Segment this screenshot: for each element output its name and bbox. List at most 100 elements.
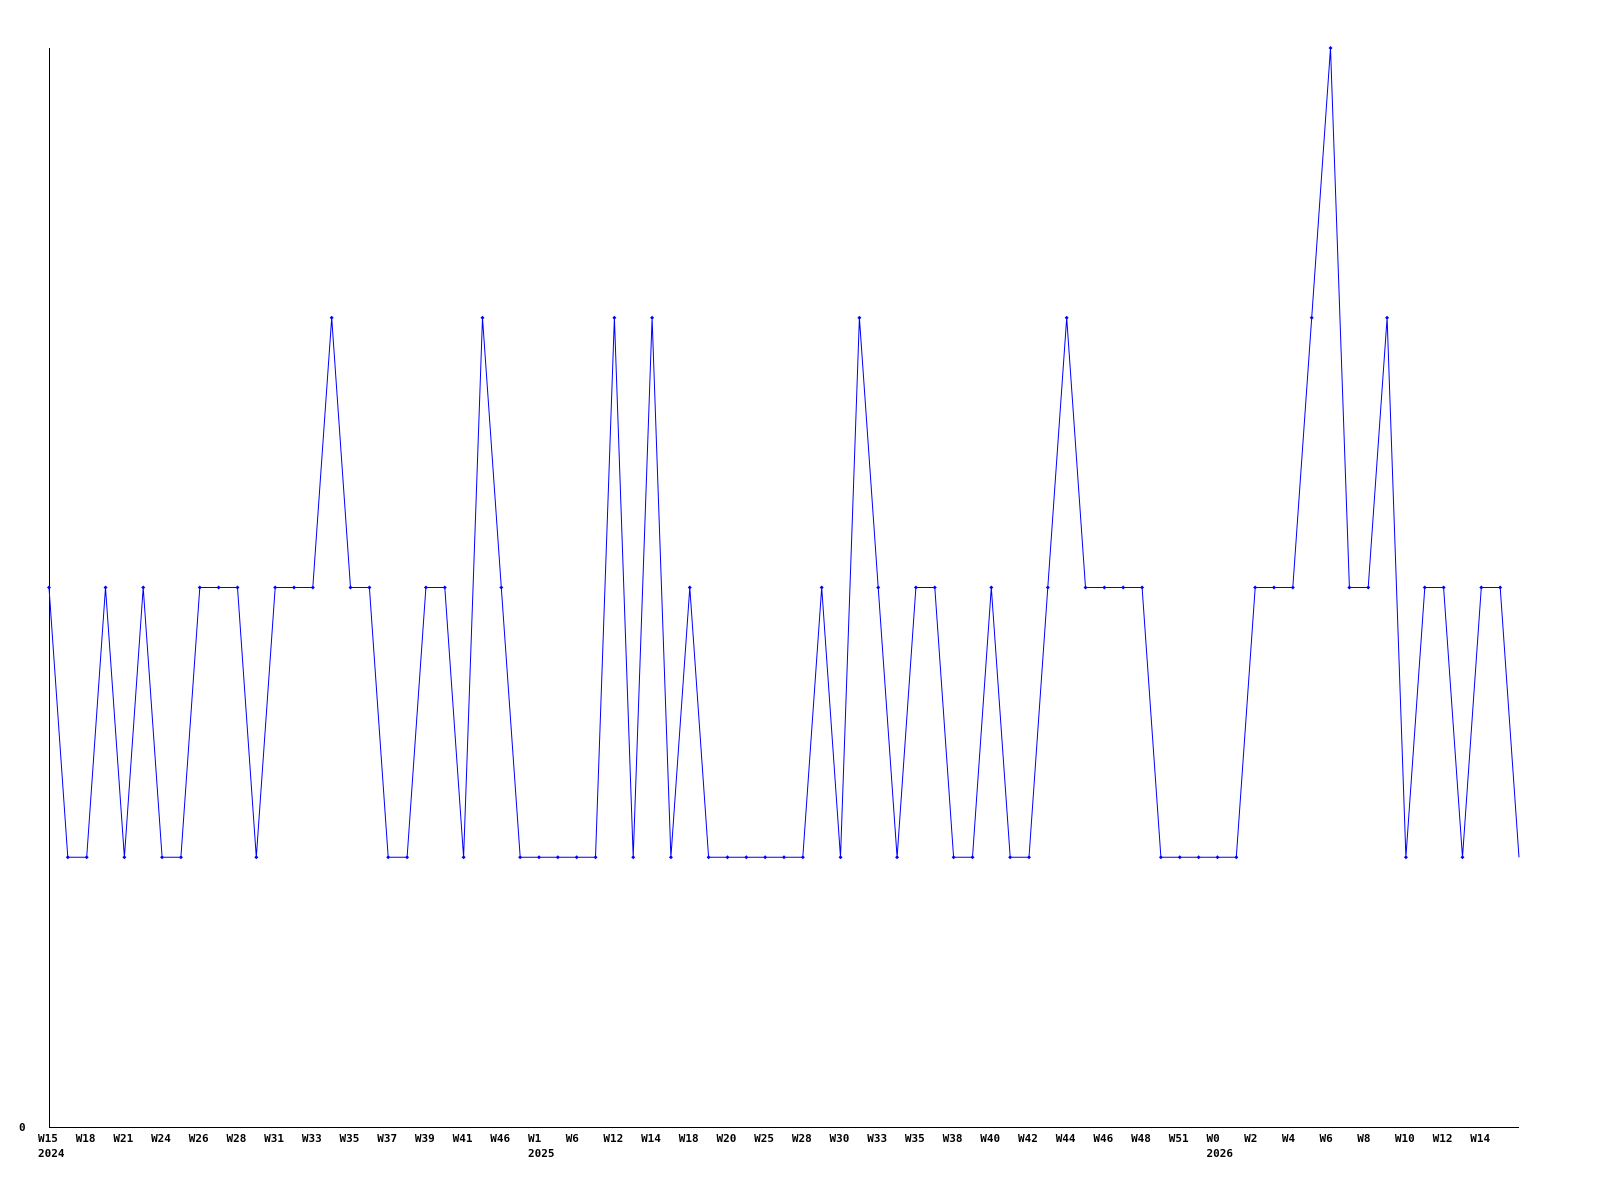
x-tick-label: W35: [340, 1132, 360, 1145]
data-point: [348, 585, 353, 590]
x-tick-label: W35: [905, 1132, 925, 1145]
data-point: [1045, 585, 1050, 590]
data-point: [1121, 585, 1126, 590]
data-point: [310, 585, 315, 590]
x-tick-label: W2: [1244, 1132, 1257, 1145]
data-point: [876, 585, 881, 590]
x-tick-label: W46: [490, 1132, 510, 1145]
data-point: [1215, 855, 1220, 860]
data-point: [122, 855, 127, 860]
data-point: [838, 855, 843, 860]
data-point: [932, 585, 937, 590]
data-point: [178, 855, 183, 860]
x-tick-label: W51: [1169, 1132, 1189, 1145]
data-point: [84, 855, 89, 860]
x-tick-label: W46: [1093, 1132, 1113, 1145]
data-point: [631, 855, 636, 860]
data-point: [103, 585, 108, 590]
x-tick-label: W18: [679, 1132, 699, 1145]
x-tick-label: W24: [151, 1132, 171, 1145]
data-point: [292, 585, 296, 590]
data-point: [1234, 855, 1239, 860]
x-tick-label: W15: [38, 1132, 58, 1145]
x-year-label: 2025: [528, 1147, 555, 1160]
data-point: [555, 855, 560, 860]
data-point: [405, 855, 410, 860]
data-point: [593, 855, 598, 860]
series-line: [48, 47, 1520, 858]
x-tick-label: W38: [943, 1132, 963, 1145]
data-point: [1385, 315, 1390, 320]
data-point: [970, 855, 975, 860]
data-point: [895, 855, 900, 860]
data-point: [1328, 46, 1333, 50]
data-point: [1272, 585, 1276, 590]
x-tick-label: W20: [716, 1132, 736, 1145]
data-point: [951, 855, 956, 860]
data-point: [763, 855, 768, 860]
data-point: [1290, 585, 1295, 590]
data-point: [386, 855, 391, 860]
data-point: [1347, 585, 1352, 590]
x-tick-label: W28: [792, 1132, 812, 1145]
data-point: [857, 315, 862, 320]
data-point: [782, 855, 786, 860]
data-point: [574, 855, 579, 860]
data-point: [537, 855, 541, 860]
data-point: [160, 855, 165, 860]
data-point: [1064, 315, 1069, 320]
data-point: [518, 855, 523, 860]
x-tick-label: W37: [377, 1132, 397, 1145]
data-point: [744, 855, 749, 860]
data-point: [1140, 585, 1145, 590]
data-point: [1366, 585, 1371, 590]
x-tick-label: W4: [1282, 1132, 1296, 1145]
data-point: [1422, 585, 1427, 590]
x-tick-label: W10: [1395, 1132, 1415, 1145]
data-point: [1158, 855, 1163, 860]
data-point: [650, 315, 655, 320]
data-point: [197, 585, 202, 590]
x-tick-label: W26: [189, 1132, 209, 1145]
data-point: [65, 855, 70, 860]
data-point: [1479, 585, 1484, 590]
x-tick-label: W1: [528, 1132, 542, 1145]
x-tick-label: W0: [1206, 1132, 1219, 1145]
x-tick-label: W41: [453, 1132, 473, 1145]
data-point: [442, 585, 447, 590]
x-tick-label: W6: [1320, 1132, 1334, 1145]
data-point: [725, 855, 730, 860]
data-point: [47, 585, 51, 590]
x-tick-label: W42: [1018, 1132, 1038, 1145]
data-point: [1102, 585, 1107, 590]
data-point: [423, 585, 428, 590]
x-tick-label: W14: [641, 1132, 661, 1145]
data-point: [141, 585, 146, 590]
data-point: [329, 315, 334, 320]
data-point: [1460, 855, 1465, 860]
data-point: [1177, 855, 1182, 860]
x-tick-label: W44: [1056, 1132, 1076, 1145]
x-year-label: 2026: [1206, 1147, 1233, 1160]
data-point: [499, 585, 504, 590]
data-point: [1253, 585, 1258, 590]
data-point: [1441, 585, 1446, 590]
data-point: [1083, 585, 1088, 590]
x-tick-label: W18: [76, 1132, 96, 1145]
x-tick-label: W33: [867, 1132, 887, 1145]
data-point: [235, 585, 240, 590]
data-point: [706, 855, 711, 860]
data-point: [687, 585, 692, 590]
data-point: [800, 855, 805, 860]
data-point: [1008, 855, 1013, 860]
data-point: [819, 585, 824, 590]
data-point: [612, 315, 617, 320]
x-tick-label: W48: [1131, 1132, 1151, 1145]
x-tick-label: W6: [566, 1132, 580, 1145]
data-point: [273, 585, 278, 590]
x-year-label: 2024: [38, 1147, 65, 1160]
x-tick-label: W33: [302, 1132, 322, 1145]
x-tick-label: W12: [603, 1132, 623, 1145]
data-point: [216, 585, 221, 590]
